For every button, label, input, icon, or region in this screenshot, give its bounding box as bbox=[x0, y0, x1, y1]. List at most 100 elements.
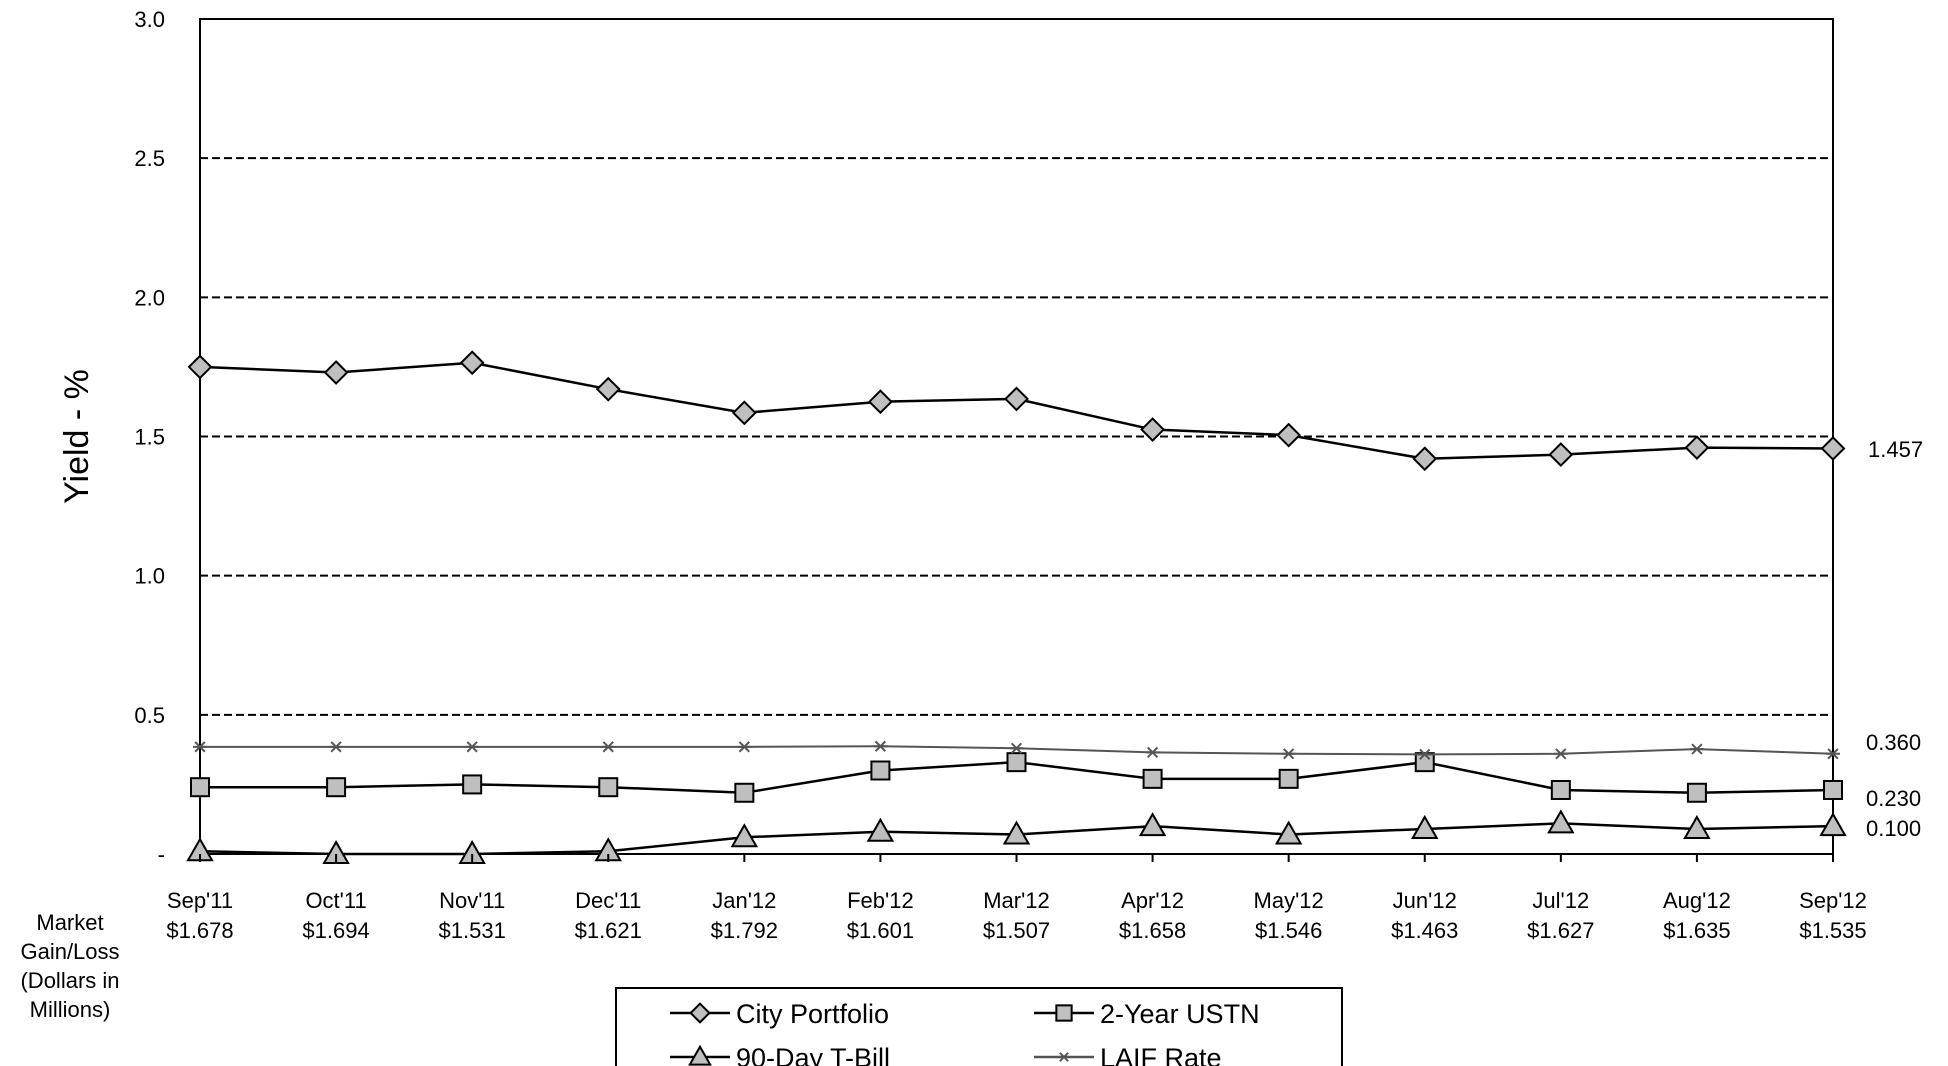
data-point-asterisk bbox=[873, 740, 888, 752]
series-square bbox=[190, 752, 1843, 803]
market-gain-loss-title-line: (Dollars in bbox=[20, 968, 119, 993]
x-tick-label: Sep'12 bbox=[1799, 888, 1867, 913]
market-gain-loss-value: $1.678 bbox=[166, 918, 233, 943]
grid-lines bbox=[200, 157, 1833, 716]
data-point-diamond bbox=[1820, 436, 1846, 461]
data-point-diamond bbox=[459, 350, 485, 376]
data-point-triangle bbox=[1002, 820, 1031, 845]
data-point-triangle bbox=[1138, 812, 1167, 837]
x-tick-label: Sep'11 bbox=[167, 888, 233, 913]
data-point-diamond bbox=[1140, 417, 1165, 442]
x-tick-label: Oct'11 bbox=[305, 888, 366, 913]
market-gain-loss-value: $1.531 bbox=[439, 918, 506, 943]
market-gain-loss-value: $1.601 bbox=[847, 918, 914, 943]
data-point-diamond bbox=[689, 1002, 711, 1024]
data-point-triangle bbox=[1547, 809, 1575, 834]
x-tick-label: May'12 bbox=[1254, 888, 1324, 913]
data-point-asterisk bbox=[1009, 742, 1024, 754]
y-tick-label: 1.5 bbox=[134, 425, 165, 450]
x-tick-label: Apr'12 bbox=[1121, 888, 1184, 913]
data-point-asterisk bbox=[1058, 1052, 1070, 1062]
data-point-asterisk bbox=[601, 741, 616, 753]
legend-item: 90-Day T-Bill bbox=[670, 1043, 890, 1066]
x-tick-label: Jul'12 bbox=[1532, 888, 1589, 913]
end-value-label: 0.230 bbox=[1866, 786, 1921, 811]
y-tick-label: - bbox=[158, 842, 165, 867]
data-point-asterisk bbox=[329, 741, 344, 753]
data-point-asterisk bbox=[1417, 748, 1432, 760]
market-gain-loss-value: $1.507 bbox=[983, 918, 1050, 943]
x-tick-label: Jan'12 bbox=[712, 888, 776, 913]
market-gain-loss-value: $1.621 bbox=[575, 918, 642, 943]
series-layer bbox=[186, 350, 1847, 864]
data-point-diamond bbox=[1548, 442, 1574, 468]
y-tick-labels: - 0.5 1.0 1.5 2.0 2.5 3.0 bbox=[134, 7, 165, 867]
data-point-asterisk bbox=[465, 741, 480, 753]
data-point-triangle bbox=[458, 839, 486, 864]
x-tick-label: Nov'11 bbox=[439, 888, 505, 913]
y-tick-label: 2.5 bbox=[134, 146, 165, 171]
data-point-square bbox=[1278, 768, 1299, 789]
data-point-diamond bbox=[1412, 446, 1438, 472]
legend-item: 2-Year USTN bbox=[1034, 999, 1260, 1029]
market-gain-loss-value: $1.546 bbox=[1255, 918, 1322, 943]
data-point-square bbox=[1686, 782, 1707, 803]
data-point-triangle bbox=[322, 839, 350, 864]
data-point-asterisk bbox=[1826, 748, 1840, 760]
y-tick-label: 1.0 bbox=[134, 564, 165, 589]
market-gain-loss-value: $1.635 bbox=[1663, 918, 1730, 943]
data-point-diamond bbox=[187, 354, 213, 380]
data-point-square bbox=[326, 777, 347, 798]
y-tick-label: 0.5 bbox=[134, 703, 165, 728]
data-point-triangle bbox=[1683, 814, 1711, 839]
legend: City Portfolio 2-Year USTN 90-Day T-Bill LA… bbox=[615, 987, 1343, 1066]
data-point-triangle bbox=[1819, 812, 1847, 837]
y-tick-label: 2.0 bbox=[134, 285, 165, 310]
data-point-square bbox=[1550, 779, 1571, 800]
data-point-square bbox=[462, 774, 483, 795]
series-asterisk bbox=[193, 740, 1840, 760]
data-point-square bbox=[190, 777, 210, 798]
data-point-square bbox=[598, 777, 619, 798]
legend-item: LAIF Rate bbox=[1034, 1043, 1222, 1066]
legend-label: LAIF Rate bbox=[1100, 1043, 1222, 1066]
market-gain-loss-value: $1.658 bbox=[1119, 918, 1186, 943]
data-point-triangle bbox=[866, 817, 895, 842]
data-point-asterisk bbox=[1281, 748, 1296, 760]
data-point-square bbox=[734, 782, 755, 803]
x-tick-label: Jun'12 bbox=[1393, 888, 1457, 913]
x-tick-label: Mar'12 bbox=[983, 888, 1050, 913]
data-point-square bbox=[1823, 779, 1843, 800]
end-value-label: 1.457 bbox=[1868, 437, 1923, 462]
data-point-square bbox=[1055, 1004, 1073, 1022]
legend-label: 90-Day T-Bill bbox=[736, 1043, 890, 1066]
data-point-asterisk bbox=[737, 741, 752, 753]
x-tick-label: Aug'12 bbox=[1663, 888, 1731, 913]
legend-box bbox=[615, 987, 1343, 1066]
data-point-diamond bbox=[731, 400, 757, 426]
data-point-triangle bbox=[1411, 814, 1439, 839]
data-point-square bbox=[1142, 768, 1163, 789]
data-point-diamond bbox=[868, 389, 893, 415]
data-point-asterisk bbox=[1145, 746, 1160, 759]
x-tick-label: Dec'11 bbox=[575, 888, 641, 913]
data-point-diamond bbox=[1004, 386, 1029, 412]
data-point-triangle bbox=[730, 823, 759, 848]
legend-label: City Portfolio bbox=[736, 999, 889, 1029]
data-point-diamond bbox=[595, 376, 621, 402]
market-gain-loss-title-line: Millions) bbox=[30, 997, 111, 1022]
market-gain-loss-title-line: Gain/Loss bbox=[20, 939, 119, 964]
data-point-diamond bbox=[323, 360, 349, 385]
data-point-asterisk bbox=[1553, 748, 1568, 760]
end-value-labels: 1.457 0.230 0.100 0.360 bbox=[1866, 437, 1923, 841]
market-gain-loss-value: $1.694 bbox=[302, 918, 369, 943]
data-point-diamond bbox=[1276, 422, 1302, 448]
series-diamond bbox=[187, 350, 1846, 472]
data-point-square bbox=[870, 760, 891, 781]
legend-item: City Portfolio bbox=[670, 999, 889, 1029]
market-gain-loss-value: $1.535 bbox=[1799, 918, 1866, 943]
data-point-asterisk bbox=[1689, 743, 1704, 755]
data-point-triangle bbox=[1274, 820, 1303, 845]
y-tick-label: 3.0 bbox=[134, 7, 165, 32]
